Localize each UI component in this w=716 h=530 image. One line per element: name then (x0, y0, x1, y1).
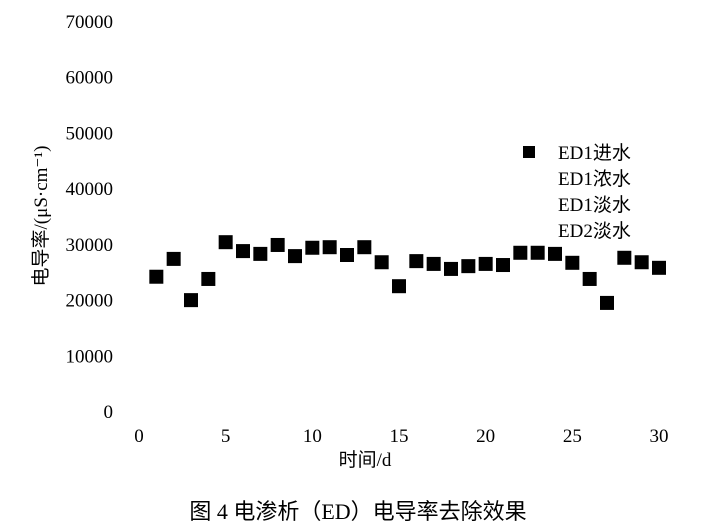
data-point (478, 256, 493, 271)
x-axis-ticks: 0 5 10 15 20 25 30 (134, 426, 668, 447)
chart: 0 10000 20000 30000 40000 50000 60000 70000 0 5 1… (30, 12, 669, 471)
y-tick-label: 30000 (66, 235, 114, 256)
data-point (357, 240, 372, 255)
data-point (218, 235, 233, 250)
data-point (548, 246, 562, 261)
legend-entry: ED2淡水 (558, 220, 631, 242)
legend-entry: ED1浓水 (558, 168, 631, 190)
x-tick-label: 10 (303, 426, 322, 447)
data-point (340, 248, 354, 262)
data-point (149, 269, 164, 284)
data-point (530, 245, 545, 260)
y-axis-label: 电导率/(μS·cm⁻¹) (30, 146, 52, 287)
y-tick-label: 40000 (66, 179, 114, 200)
y-tick-label: 70000 (66, 12, 114, 33)
legend-entry: ED1淡水 (558, 194, 631, 216)
y-tick-label: 20000 (66, 291, 114, 312)
legend-entry: ED1进水 (558, 142, 631, 164)
data-point (184, 293, 198, 308)
data-point (496, 258, 510, 273)
data-point (444, 261, 458, 276)
data-point (617, 250, 632, 265)
data-point (236, 244, 250, 259)
data-point (322, 240, 337, 255)
y-axis-ticks: 0 10000 20000 30000 40000 50000 60000 70000 (66, 12, 114, 423)
data-point (652, 260, 666, 275)
x-tick-label: 15 (390, 426, 409, 447)
data-point (201, 271, 216, 286)
x-tick-label: 20 (476, 426, 495, 447)
data-point (288, 249, 302, 264)
x-axis-label: 时间/d (339, 449, 392, 471)
y-tick-label: 10000 (66, 346, 114, 367)
data-point (565, 255, 580, 270)
x-tick-label: 30 (650, 426, 669, 447)
x-tick-label: 5 (221, 426, 231, 447)
data-point (513, 245, 528, 260)
figure-caption: 图 4 电渗析（ED）电导率去除效果 (189, 499, 527, 524)
data-point (582, 271, 597, 286)
legend-marker (523, 146, 535, 158)
data-point (461, 259, 476, 274)
x-tick-label: 0 (134, 426, 144, 447)
data-point (392, 279, 406, 294)
data-point (166, 251, 181, 266)
legend: ED1进水 ED1浓水 ED1淡水 ED2淡水 (523, 142, 631, 242)
data-point (600, 295, 614, 310)
x-tick-label: 25 (563, 426, 582, 447)
data-point (426, 256, 441, 271)
data-point (374, 255, 389, 270)
data-point (253, 246, 268, 261)
y-tick-label: 50000 (66, 123, 114, 144)
data-point (634, 255, 649, 270)
data-point (270, 237, 285, 252)
y-tick-label: 0 (104, 402, 114, 423)
data-point (305, 240, 320, 255)
data-points (149, 235, 666, 310)
y-tick-label: 60000 (66, 68, 114, 89)
data-point (409, 254, 424, 269)
